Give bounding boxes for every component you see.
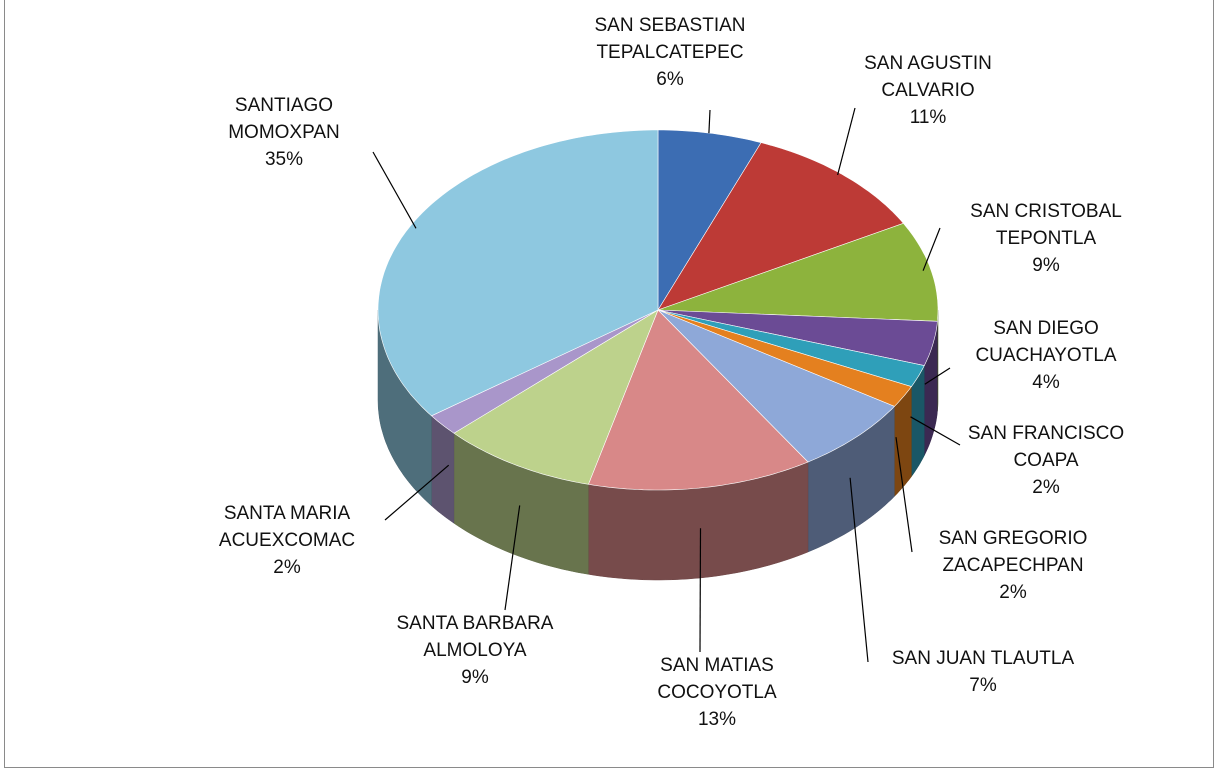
value-label: 4% (1032, 372, 1060, 393)
value-label: 7% (969, 675, 997, 696)
slice (657, 129, 762, 312)
data-label: SANTA BARBARA ALMOLOYA 9% (390, 610, 560, 691)
slice (587, 309, 809, 491)
leader-line (372, 151, 417, 229)
category-label: SANTA MARIA ACUEXCOMAC (218, 503, 356, 551)
data-label: SAN AGUSTIN CALVARIO 11% (843, 50, 1013, 131)
value-label: 9% (1032, 255, 1060, 276)
category-label: SAN JUAN TLAUTLA (891, 648, 1075, 669)
category-label: SAN AGUSTIN CALVARIO (864, 53, 992, 101)
data-label: SAN JUAN TLAUTLA 7% (863, 645, 1103, 699)
leader-line (895, 437, 913, 553)
leader-line (837, 107, 856, 176)
leader-line (504, 505, 521, 611)
value-label: 11% (909, 107, 947, 128)
slice (453, 309, 659, 485)
leader-line (910, 416, 961, 446)
category-label: SAN DIEGO CUACHAYOTLA (975, 318, 1117, 366)
data-label: SANTA MARIA ACUEXCOMAC 2% (202, 500, 372, 581)
slice (657, 309, 895, 463)
data-label: SANTIAGO MOMOXPAN 35% (199, 92, 369, 173)
data-label: SAN DIEGO CUACHAYOTLA 4% (961, 315, 1131, 396)
leader-line (708, 109, 711, 134)
data-label: SAN FRANCISCO COAPA 2% (961, 420, 1131, 501)
leader-line (699, 528, 702, 653)
category-label: SANTIAGO MOMOXPAN (228, 95, 340, 143)
category-label: SAN CRISTOBAL TEPONTLA (970, 201, 1122, 249)
leader-line (384, 464, 450, 521)
leader-line (849, 477, 869, 663)
slice (657, 142, 904, 311)
data-label: SAN MATIAS COCOYOTLA 13% (632, 652, 802, 733)
slice (657, 222, 939, 322)
value-label: 9% (461, 667, 489, 688)
data-label: SAN CRISTOBAL TEPONTLA 9% (961, 198, 1131, 279)
slice (657, 309, 938, 366)
category-label: SAN MATIAS COCOYOTLA (657, 655, 777, 703)
leader-line (924, 367, 951, 385)
chart-frame (4, 0, 1214, 768)
slice (377, 129, 659, 417)
slice (657, 309, 925, 387)
category-label: SAN FRANCISCO COAPA (967, 423, 1125, 471)
value-label: 2% (273, 557, 301, 578)
value-label: 13% (697, 709, 737, 730)
data-label: SAN GREGORIO ZACAPECHPAN 2% (928, 525, 1098, 606)
data-label: SAN SEBASTIAN TEPALCATEPEC 6% (585, 12, 755, 93)
value-label: 2% (999, 582, 1027, 603)
slice (657, 309, 912, 407)
value-label: 35% (264, 149, 304, 170)
value-label: 6% (656, 69, 684, 90)
slice (430, 309, 659, 434)
value-label: 2% (1032, 477, 1060, 498)
leader-line (922, 227, 941, 271)
category-label: SAN GREGORIO ZACAPECHPAN (938, 528, 1088, 576)
slice-side (431, 415, 455, 524)
category-label: SAN SEBASTIAN TEPALCATEPEC (594, 15, 746, 63)
category-label: SANTA BARBARA ALMOLOYA (396, 613, 554, 661)
